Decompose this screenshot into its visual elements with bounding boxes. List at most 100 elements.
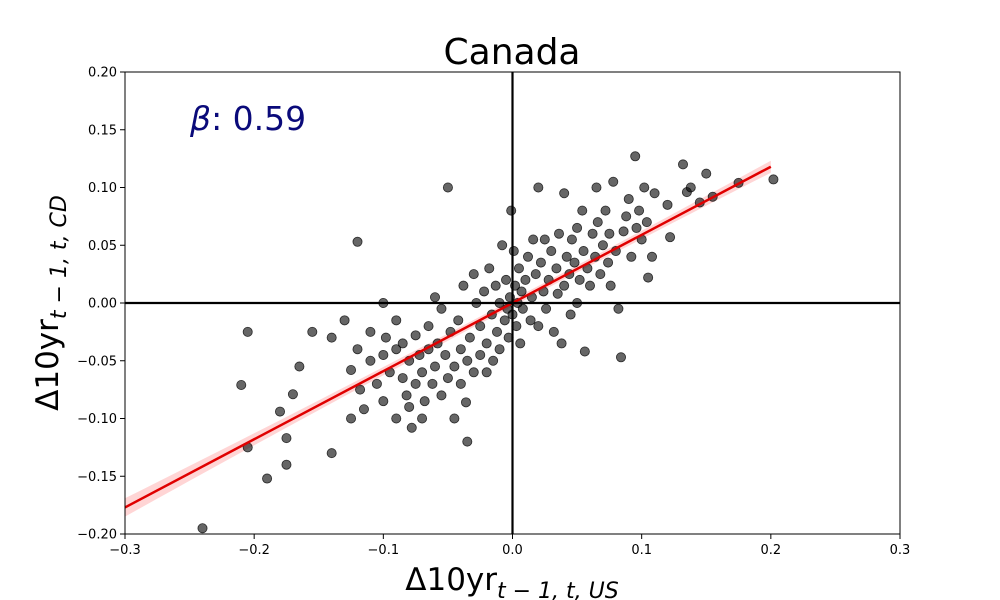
data-point xyxy=(559,280,570,291)
data-point xyxy=(552,288,563,299)
data-point xyxy=(574,274,585,285)
data-point xyxy=(346,364,357,375)
x-tick-label: 0.0 xyxy=(502,543,523,558)
data-point xyxy=(618,226,629,237)
data-point xyxy=(604,228,615,239)
data-point xyxy=(449,413,460,424)
data-point xyxy=(647,251,658,262)
data-point xyxy=(551,263,562,274)
confidence-band xyxy=(125,160,771,517)
y-tick-label: −0.05 xyxy=(77,354,117,369)
data-point xyxy=(307,326,318,337)
data-point xyxy=(339,315,350,326)
data-point xyxy=(530,269,541,280)
data-point xyxy=(352,236,363,247)
data-point xyxy=(768,174,779,185)
data-point xyxy=(541,303,552,314)
data-point xyxy=(569,257,580,268)
data-point xyxy=(613,303,624,314)
beta-symbol: β xyxy=(189,99,211,138)
data-point xyxy=(546,246,557,257)
x-axis-label: Δ10yrt − 1, t, US xyxy=(405,562,618,600)
data-point xyxy=(479,286,490,297)
data-point xyxy=(410,378,421,389)
data-point xyxy=(423,321,434,332)
data-point xyxy=(365,355,376,366)
data-point xyxy=(641,217,652,228)
data-point xyxy=(548,326,559,337)
data-point xyxy=(460,397,471,408)
data-point xyxy=(565,309,576,320)
data-point xyxy=(475,321,486,332)
y-tick-label: 0.20 xyxy=(88,66,117,81)
data-point xyxy=(242,326,253,337)
data-point xyxy=(499,315,510,326)
data-point xyxy=(326,448,337,459)
data-point xyxy=(281,433,292,444)
data-point xyxy=(427,378,438,389)
data-point xyxy=(533,182,544,193)
data-point xyxy=(665,232,676,243)
data-point xyxy=(533,321,544,332)
plot-layer: −0.3 −0.2 −0.1 0.0 0.1 0.2 0.3 −0.20 −0.15 −0.10 −… xyxy=(77,66,910,559)
data-point xyxy=(404,401,415,412)
data-point xyxy=(197,523,208,534)
x-axis-label-base: Δ10yr xyxy=(405,562,497,598)
data-point xyxy=(621,211,632,222)
beta-value: : 0.59 xyxy=(211,99,306,138)
data-point xyxy=(539,234,550,245)
data-point xyxy=(262,473,273,484)
data-point xyxy=(559,188,570,199)
data-point xyxy=(528,234,539,245)
y-axis-label-sub: t − 1, t, CD xyxy=(47,195,72,319)
data-point xyxy=(406,422,417,433)
data-point xyxy=(639,182,650,193)
y-axis-label-base: Δ10yr xyxy=(30,319,66,411)
data-point xyxy=(326,332,337,343)
data-point xyxy=(508,246,519,257)
data-point xyxy=(429,292,440,303)
x-tick-label: −0.3 xyxy=(109,543,141,558)
data-point xyxy=(608,176,619,187)
data-point xyxy=(597,240,608,251)
data-point xyxy=(488,355,499,366)
data-point xyxy=(515,338,526,349)
data-point xyxy=(497,240,508,251)
data-point xyxy=(484,263,495,274)
data-point xyxy=(649,188,660,199)
data-point xyxy=(436,390,447,401)
data-point xyxy=(630,151,641,162)
data-point xyxy=(566,234,577,245)
data-point xyxy=(525,315,536,326)
data-point xyxy=(678,159,689,170)
data-point xyxy=(592,217,603,228)
x-axis-label-sub: t − 1, t, US xyxy=(497,579,619,600)
data-point xyxy=(352,344,363,355)
y-tick-label: −0.15 xyxy=(77,470,117,485)
data-point xyxy=(391,413,402,424)
data-point xyxy=(378,349,389,360)
data-point xyxy=(517,303,528,314)
data-point xyxy=(595,269,606,280)
data-point xyxy=(455,344,466,355)
data-point xyxy=(585,280,596,291)
data-point xyxy=(358,404,369,415)
data-point xyxy=(520,274,531,285)
data-point xyxy=(481,338,492,349)
data-point xyxy=(417,413,428,424)
data-point xyxy=(419,396,430,407)
x-tick-label: 0.2 xyxy=(760,543,781,558)
data-point xyxy=(281,459,292,470)
x-tick-label: −0.2 xyxy=(238,543,270,558)
data-point xyxy=(417,367,428,378)
data-point xyxy=(436,303,447,314)
data-point xyxy=(287,389,298,400)
regression-line xyxy=(124,165,772,509)
data-point xyxy=(623,194,634,205)
data-point xyxy=(643,272,654,283)
data-point xyxy=(468,367,479,378)
y-tick-label: −0.20 xyxy=(77,528,117,543)
data-point xyxy=(429,361,440,372)
x-tick-label: 0.1 xyxy=(631,543,652,558)
